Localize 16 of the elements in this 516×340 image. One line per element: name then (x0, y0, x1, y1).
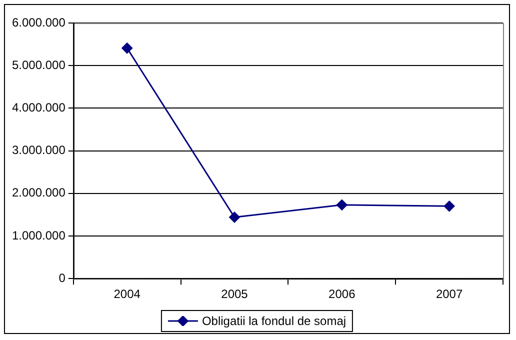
point (228, 212, 240, 223)
point (336, 199, 348, 210)
y-tick-label: 4.000.000 (12, 100, 66, 115)
y-tick-label: 5.000.000 (12, 58, 66, 72)
y-tick-label: 1.000.000 (12, 228, 66, 242)
point (122, 42, 133, 54)
y-tick-label: 6.000.000 (12, 15, 66, 30)
x-tick-label: 2007 (436, 287, 463, 302)
x-tick-label: 2006 (328, 287, 356, 302)
point (444, 200, 455, 212)
legend-label: Obligatii la fondul de somaj (202, 314, 346, 328)
y-tick-label: 2.000.000 (12, 186, 66, 200)
y-tick-label: 3.000.000 (12, 143, 66, 158)
x-tick-label: 2005 (221, 287, 248, 302)
y-tick-label: 0 (58, 270, 66, 285)
x-tick-label: 2004 (114, 287, 141, 302)
